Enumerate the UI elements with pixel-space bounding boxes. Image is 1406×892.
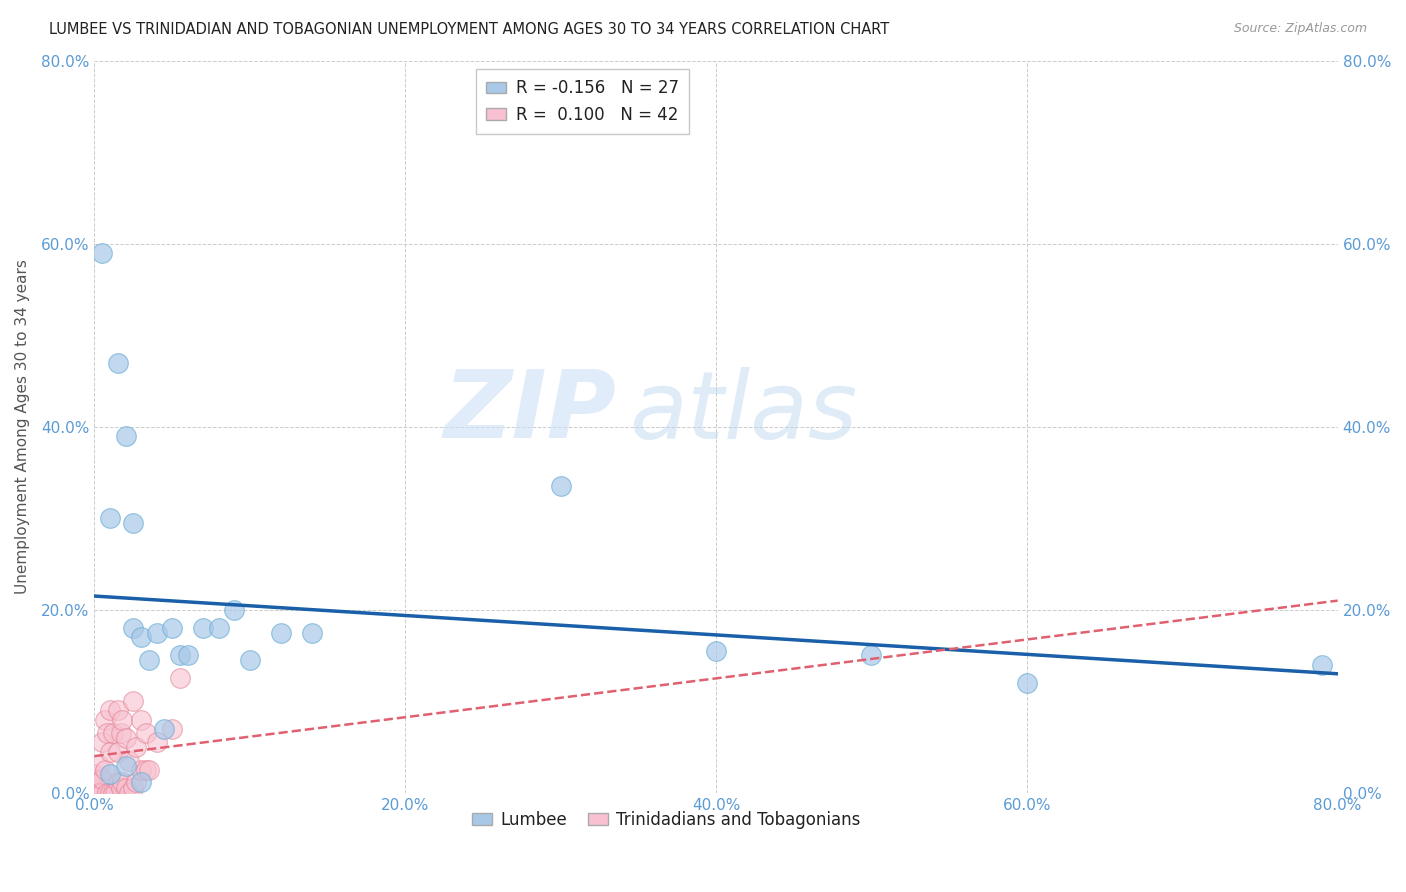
Text: atlas: atlas [628, 367, 858, 458]
Point [177, 648, 200, 663]
Point [91, 735, 114, 749]
Point [83, 767, 105, 781]
Point [83, 786, 105, 800]
Point [118, 786, 141, 800]
Point [118, 754, 141, 768]
Point [83, 781, 105, 796]
Point [107, 744, 129, 758]
Point [270, 625, 292, 640]
Point [129, 763, 152, 777]
Point [550, 479, 572, 493]
Point [107, 356, 129, 370]
Point [98, 744, 121, 758]
Point [153, 722, 176, 736]
Text: ZIP: ZIP [444, 367, 617, 458]
Text: Source: ZipAtlas.com: Source: ZipAtlas.com [1233, 22, 1367, 36]
Point [135, 726, 157, 740]
Point [91, 772, 114, 786]
Point [114, 429, 136, 443]
Point [160, 621, 183, 635]
Point [138, 653, 160, 667]
Text: LUMBEE VS TRINIDADIAN AND TOBAGONIAN UNEMPLOYMENT AMONG AGES 30 TO 34 YEARS CORR: LUMBEE VS TRINIDADIAN AND TOBAGONIAN UNE… [49, 22, 890, 37]
Point [91, 246, 114, 260]
Point [94, 763, 117, 777]
Point [110, 781, 132, 796]
Point [208, 621, 231, 635]
Point [98, 511, 121, 525]
Point [704, 644, 727, 658]
Point [101, 726, 124, 740]
Point [129, 630, 152, 644]
Point [125, 774, 148, 789]
Point [89, 786, 111, 800]
Point [224, 603, 246, 617]
Legend: Lumbee, Trinidadians and Tobagonians: Lumbee, Trinidadians and Tobagonians [465, 805, 868, 836]
Point [122, 516, 145, 530]
Point [96, 786, 118, 800]
Point [83, 776, 105, 790]
Point [860, 648, 883, 663]
Point [114, 759, 136, 773]
Point [114, 731, 136, 745]
Point [145, 625, 167, 640]
Point [104, 786, 127, 800]
Point [160, 722, 183, 736]
Point [98, 767, 121, 781]
Point [111, 713, 134, 727]
Point [122, 621, 145, 635]
Point [138, 763, 160, 777]
Point [135, 763, 157, 777]
Point [89, 758, 111, 772]
Y-axis label: Unemployment Among Ages 30 to 34 years: Unemployment Among Ages 30 to 34 years [15, 260, 30, 594]
Point [98, 786, 121, 800]
Point [122, 694, 145, 708]
Point [1310, 657, 1333, 672]
Point [169, 648, 191, 663]
Point [110, 726, 132, 740]
Point [129, 713, 152, 727]
Point [96, 726, 118, 740]
Point [101, 786, 124, 800]
Point [125, 739, 148, 754]
Point [114, 781, 136, 796]
Point [145, 735, 167, 749]
Point [107, 774, 129, 789]
Point [98, 703, 121, 717]
Point [107, 703, 129, 717]
Point [1015, 676, 1038, 690]
Point [301, 625, 323, 640]
Point [94, 713, 117, 727]
Point [91, 786, 114, 800]
Point [122, 781, 145, 796]
Point [239, 653, 262, 667]
Point [111, 774, 134, 789]
Point [193, 621, 215, 635]
Point [169, 671, 191, 685]
Point [129, 774, 152, 789]
